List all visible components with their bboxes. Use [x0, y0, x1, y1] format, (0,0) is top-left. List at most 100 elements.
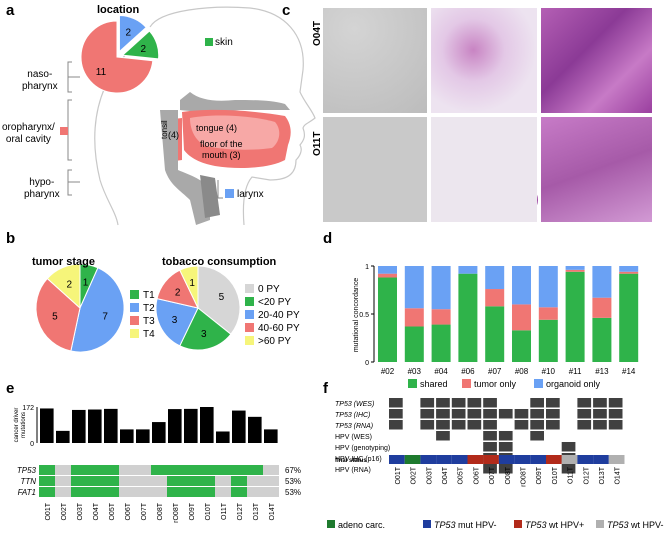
e-cell-TP53-13 [247, 465, 263, 475]
f-cell-2-12 [577, 420, 592, 430]
f-status-8 [514, 455, 531, 464]
f-cell-1-10 [546, 409, 560, 419]
e-cell-FAT1-1 [55, 487, 71, 497]
e-cell-FAT1-5 [119, 487, 135, 497]
e-bar-O10T [200, 407, 214, 443]
f-cell-3-3 [436, 431, 450, 441]
f-status-3 [436, 455, 452, 464]
location-title: location [97, 4, 140, 16]
f-xlabel-14: O14T [615, 466, 622, 484]
e-cell-TP53-8 [167, 465, 183, 475]
f-xlabel-11: O11T [568, 466, 575, 484]
f-xlabel-3: O04T [442, 466, 449, 484]
tumor-stage-pie-slice-1 [70, 267, 125, 353]
f-xlabel-4: O05T [458, 466, 465, 484]
e-cell-TTN-3 [87, 476, 103, 486]
e-cell-FAT1-4 [103, 487, 119, 497]
e-ylabel-1: cancer driver [14, 408, 20, 443]
f-xlabel-0: O01T [395, 466, 402, 484]
f-status-10 [546, 455, 562, 464]
e-bar-O12T [232, 410, 246, 443]
f-cell-2-9 [530, 420, 544, 430]
e-cell-FAT1-14 [263, 487, 279, 497]
f-cell-0-5 [467, 398, 482, 408]
stage-legend-swatch-0 [130, 290, 139, 299]
e-row-label-1: TTN [20, 477, 36, 486]
e-row-pct-1: 53% [285, 477, 301, 486]
hypopharynx-label: hypo-pharynx [24, 177, 60, 200]
e-xlabel-2: O03T [77, 502, 84, 520]
e-xlabel-3: O04T [93, 502, 100, 520]
micrograph-o11t-tissue [541, 117, 652, 222]
f-cell-3-7 [498, 431, 513, 441]
f-cell-2-6 [483, 420, 497, 430]
d-bar-#06-organoid-only [458, 266, 478, 274]
larynx-bracket [217, 180, 223, 199]
f-xlabel-5: O06T [473, 466, 480, 484]
d-bar-#13-shared [592, 317, 612, 362]
e-cell-TP53-3 [87, 465, 103, 475]
d-xlabel-2: #04 [434, 367, 448, 376]
f-cell-1-7 [498, 409, 513, 419]
e-cell-FAT1-11 [215, 487, 231, 497]
larynx-shape [200, 175, 220, 218]
micrograph-o04t-he [431, 8, 537, 113]
skin-marker [205, 38, 213, 46]
stage-legend-label-1: T2 [143, 303, 155, 314]
d-bar-#02-tumor-only [378, 273, 397, 278]
e-cell-TTN-6 [135, 476, 151, 486]
d-bar-#03-shared [404, 326, 424, 362]
e-cell-TP53-7 [151, 465, 167, 475]
d-bar-#10-tumor-only [538, 307, 558, 320]
location-pie-value-2: 2 [140, 44, 146, 55]
e-cell-TTN-8 [167, 476, 183, 486]
f-legend-swatch-1 [423, 520, 431, 528]
d-legend-label-2: organoid only [546, 379, 601, 389]
f-xlabel-13: O13T [599, 466, 606, 484]
f-cell-0-3 [436, 398, 450, 408]
oropharynx-label: oropharynx/oral cavity [2, 122, 55, 145]
e-cell-FAT1-13 [247, 487, 263, 497]
e-bar-O01T [40, 408, 54, 443]
row-label-o11t: O11T [312, 131, 323, 156]
e-cell-FAT1-12 [231, 487, 247, 497]
e-xlabel-12: O12T [237, 502, 244, 520]
f-cell-6-11 [561, 464, 576, 474]
f-row-label-6: HPV (RNA) [335, 467, 371, 474]
larynx-label: larynx [237, 189, 264, 200]
d-xlabel-6: #10 [542, 367, 556, 376]
nasal-cavity-shape [180, 92, 290, 112]
d-bar-#13-tumor-only [592, 297, 612, 318]
f-status-1 [404, 455, 421, 464]
e-bar-O05T [104, 408, 118, 443]
e-cell-TTN-10 [199, 476, 215, 486]
f-cell-0-10 [546, 398, 560, 408]
d-xlabel-0: #02 [381, 367, 395, 376]
f-status-11 [561, 455, 578, 464]
f-cell-1-0 [389, 409, 403, 419]
f-final-status-label: final status [335, 458, 367, 464]
e-bar-O02T [56, 430, 70, 443]
f-cell-1-14 [608, 409, 623, 419]
d-legend-label-1: tumor only [474, 379, 517, 389]
f-status-6 [483, 455, 499, 464]
hypopharynx-bracket [67, 169, 80, 196]
e-cell-FAT1-2 [71, 487, 87, 497]
d-bar-#14-tumor-only [619, 271, 639, 274]
e-cell-TP53-14 [263, 465, 279, 475]
f-cell-2-2 [420, 420, 435, 430]
e-cell-FAT1-0 [39, 487, 55, 497]
f-cell-1-2 [420, 409, 435, 419]
f-legend-label-3: TP53 wt HPV- [607, 520, 664, 530]
e-cell-FAT1-8 [167, 487, 183, 497]
tobacco-pie-slice-4 [179, 265, 199, 309]
floor-label: floor of the mouth (3) [200, 139, 243, 160]
d-bar-#03-tumor-only [404, 308, 424, 327]
d-bar-#08-organoid-only [512, 266, 531, 305]
f-status-2 [420, 455, 437, 464]
f-cell-2-14 [608, 420, 623, 430]
e-cell-TTN-7 [151, 476, 167, 486]
f-row-label-1: TP53 (IHC) [335, 412, 370, 419]
f-cell-0-14 [608, 398, 623, 408]
e-xlabel-4: O05T [109, 502, 116, 520]
